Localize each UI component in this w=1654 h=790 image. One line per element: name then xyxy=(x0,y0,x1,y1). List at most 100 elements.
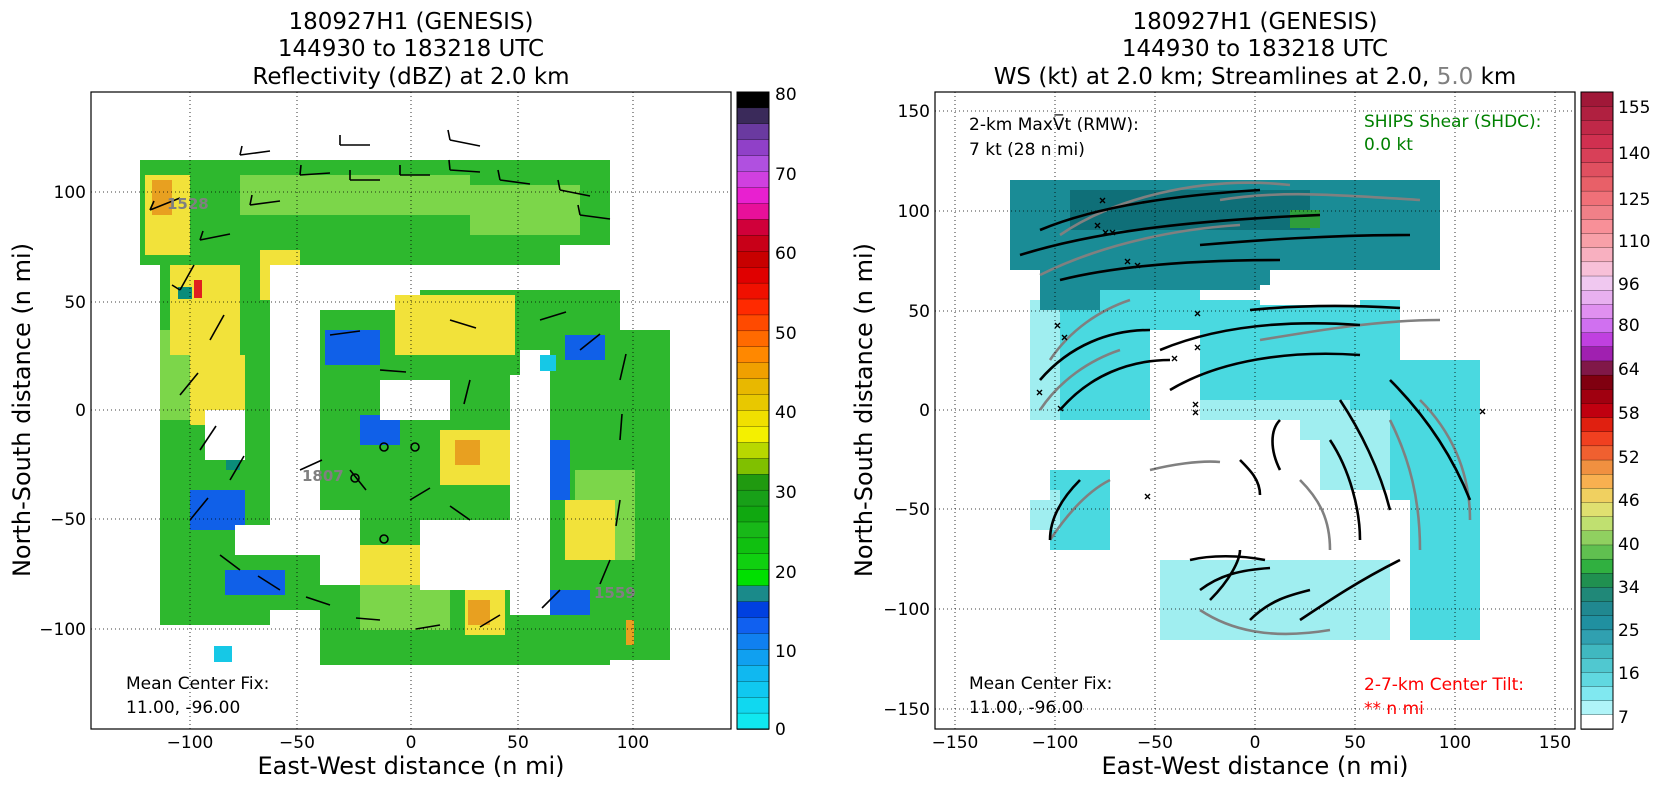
left-gridlines xyxy=(91,92,731,729)
colorbar-swatch xyxy=(736,489,770,507)
colorbar-swatch xyxy=(1580,233,1614,249)
left-center-fix-label: Mean Center Fix: xyxy=(126,674,269,694)
left-y-tick: 0 xyxy=(75,401,86,421)
colorbar-swatch xyxy=(736,665,770,682)
left-cb-tick: 0 xyxy=(775,720,786,740)
reflectivity-red xyxy=(194,280,202,298)
left-x-tick: 0 xyxy=(406,733,417,753)
colorbar-swatch xyxy=(1580,558,1614,575)
ships-shear-value: 0.0 kt xyxy=(1364,135,1413,155)
colorbar-swatch xyxy=(736,251,770,268)
right-y-tick: −150 xyxy=(883,700,930,720)
colorbar-swatch xyxy=(1580,615,1614,631)
colorbar-swatch xyxy=(736,362,770,380)
right-cb-tick: 34 xyxy=(1618,578,1640,598)
left-cb-tick: 40 xyxy=(775,403,797,423)
colorbar-swatch xyxy=(1580,190,1614,206)
colorbar-swatch xyxy=(736,633,770,651)
colorbar-swatch xyxy=(736,155,770,173)
colorbar-swatch xyxy=(1580,700,1614,716)
right-windspeed-field xyxy=(1000,180,1486,640)
right-x-tick: 150 xyxy=(1539,733,1571,753)
maxvt-label: 2-km MaxV̅t (RMW): xyxy=(969,113,1139,135)
left-y-ticks: 100 50 0 −50 −100 xyxy=(39,183,86,640)
colorbar-swatch xyxy=(1580,247,1614,263)
colorbar-swatch xyxy=(736,123,770,141)
right-x-tick: 100 xyxy=(1439,733,1471,753)
left-x-tick: 100 xyxy=(617,733,649,753)
colorbar-swatch xyxy=(736,219,770,237)
colorbar-swatch xyxy=(736,426,770,444)
center-tilt-value: ** n mi xyxy=(1364,699,1424,719)
colorbar-swatch xyxy=(1580,219,1614,235)
right-y-tick: 50 xyxy=(908,302,930,322)
left-y-tick: −100 xyxy=(39,620,86,640)
colorbar-swatch xyxy=(1580,459,1614,475)
reflectivity-blue xyxy=(190,330,605,615)
colorbar-swatch xyxy=(736,394,770,412)
left-plot-frame xyxy=(90,91,732,730)
left-title-line-3: Reflectivity (dBZ) at 2.0 km xyxy=(252,64,569,90)
right-plot-frame xyxy=(934,91,1576,730)
right-cb-tick: 52 xyxy=(1618,448,1640,468)
right-x-ticks: −150 −100 −50 0 50 100 150 xyxy=(932,733,1572,753)
right-cb-tick: 110 xyxy=(1618,232,1650,252)
colorbar-swatch xyxy=(736,171,770,189)
right-cb-tick: 155 xyxy=(1618,98,1650,118)
left-cb-tick: 50 xyxy=(775,324,797,344)
colorbar-swatch xyxy=(736,139,770,157)
streamlines-5km xyxy=(1038,181,1472,636)
right-cb-tick: 46 xyxy=(1618,491,1640,511)
colorbar-swatch xyxy=(1580,261,1614,277)
left-title-line-1: 180927H1 (GENESIS) xyxy=(288,9,533,35)
colorbar-swatch xyxy=(1580,134,1614,150)
right-colorbar-frame xyxy=(1580,91,1614,730)
right-cb-tick: 96 xyxy=(1618,275,1640,295)
left-cb-tick: 80 xyxy=(775,85,797,105)
colorbar-swatch xyxy=(1580,714,1614,730)
colorbar-swatch xyxy=(736,378,770,396)
right-x-axis-label: East-West distance (n mi) xyxy=(1101,752,1408,780)
colorbar-swatch xyxy=(736,267,770,284)
left-chart: 180927H1 (GENESIS) 144930 to 183218 UTC … xyxy=(8,9,797,780)
colorbar-swatch xyxy=(736,203,770,221)
left-x-tick: −100 xyxy=(167,733,214,753)
colorbar-swatch xyxy=(736,649,770,667)
colorbar-swatch xyxy=(1580,587,1614,603)
reflectivity-cyan xyxy=(214,355,556,662)
left-cb-tick: 70 xyxy=(775,165,797,185)
left-x-axis-label: East-West distance (n mi) xyxy=(257,752,564,780)
colorbar-swatch xyxy=(736,91,770,109)
right-y-axis-label: North-South distance (n mi) xyxy=(850,243,878,577)
right-cb-tick: 40 xyxy=(1618,535,1640,555)
colorbar-swatch xyxy=(736,601,770,619)
left-colorbar-ticks: 80 70 60 50 40 30 20 10 0 xyxy=(775,85,797,740)
right-center-fix-label: Mean Center Fix: xyxy=(969,674,1112,694)
windspeed-green xyxy=(1290,210,1320,228)
colorbar-swatch xyxy=(736,521,770,539)
colorbar-swatch xyxy=(1580,106,1614,122)
colorbar-swatch xyxy=(1580,374,1614,391)
colorbar-swatch xyxy=(1580,474,1614,490)
right-cb-tick: 140 xyxy=(1618,144,1650,164)
right-colorbar-ticks: 155 140 125 110 96 80 64 58 52 46 40 34 … xyxy=(1618,98,1650,728)
colorbar-swatch xyxy=(1580,318,1614,334)
annotation-1559: 1559 xyxy=(594,584,636,602)
right-x-tick: −100 xyxy=(1032,733,1079,753)
right-y-ticks: 150 100 50 0 −50 −100 −150 xyxy=(883,102,930,720)
colorbar-swatch xyxy=(736,346,770,364)
colorbar-swatch xyxy=(736,585,770,603)
right-gridlines xyxy=(935,92,1575,729)
colorbar-swatch xyxy=(1580,601,1614,617)
windspeed-no-data xyxy=(1000,285,1360,560)
colorbar-swatch xyxy=(736,442,770,460)
left-center-fix-value: 11.00, -96.00 xyxy=(126,698,240,718)
left-y-tick: −50 xyxy=(50,510,86,530)
left-cb-tick: 60 xyxy=(775,244,797,264)
left-title-line-2: 144930 to 183218 UTC xyxy=(278,36,544,62)
colorbar-swatch xyxy=(1580,332,1614,348)
colorbar-swatch xyxy=(1580,672,1614,688)
right-cb-tick: 7 xyxy=(1618,708,1629,728)
left-cb-tick: 20 xyxy=(775,563,797,583)
